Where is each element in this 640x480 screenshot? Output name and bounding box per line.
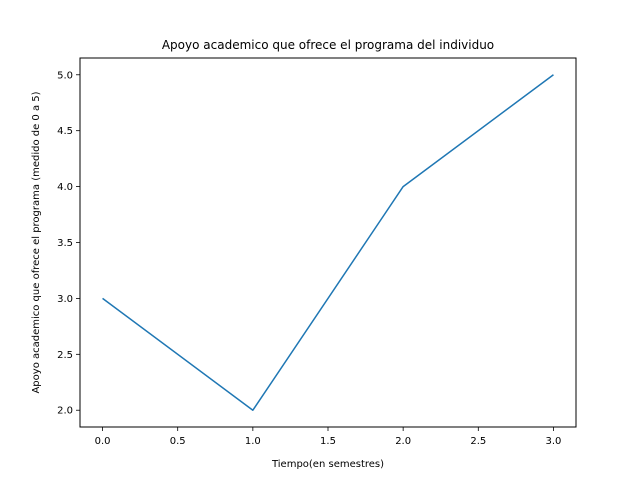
- plot-area: [79, 57, 577, 428]
- x-tick-label: 1.5: [320, 436, 336, 447]
- x-tick-label: 2.5: [470, 436, 486, 447]
- x-tick-label: 1.0: [245, 436, 261, 447]
- y-tick-label: 3.5: [57, 238, 73, 249]
- x-tick-label: 0.0: [95, 436, 111, 447]
- y-tick-label: 5.0: [57, 70, 73, 81]
- y-axis-label: Apoyo academico que ofrece el programa (…: [31, 91, 42, 393]
- x-tick-label: 2.0: [395, 436, 411, 447]
- y-tick-label: 2.5: [57, 350, 73, 361]
- y-tick-label: 4.5: [57, 126, 73, 137]
- chart-title: Apoyo academico que ofrece el programa d…: [162, 38, 494, 52]
- y-tick-label: 4.0: [57, 182, 73, 193]
- series-line: [102, 74, 554, 411]
- y-tick-label: 2.0: [57, 406, 73, 417]
- x-tick-label: 0.5: [170, 436, 186, 447]
- x-axis: 0.0 0.5 1.0 1.5 2.0 2.5 3.0: [95, 427, 562, 447]
- y-axis: 2.0 2.5 3.0 3.5 4.0 4.5 5.0: [57, 70, 80, 417]
- x-axis-label: Tiempo(en semestres): [271, 459, 384, 470]
- y-tick-label: 3.0: [57, 294, 73, 305]
- x-tick-label: 3.0: [546, 436, 562, 447]
